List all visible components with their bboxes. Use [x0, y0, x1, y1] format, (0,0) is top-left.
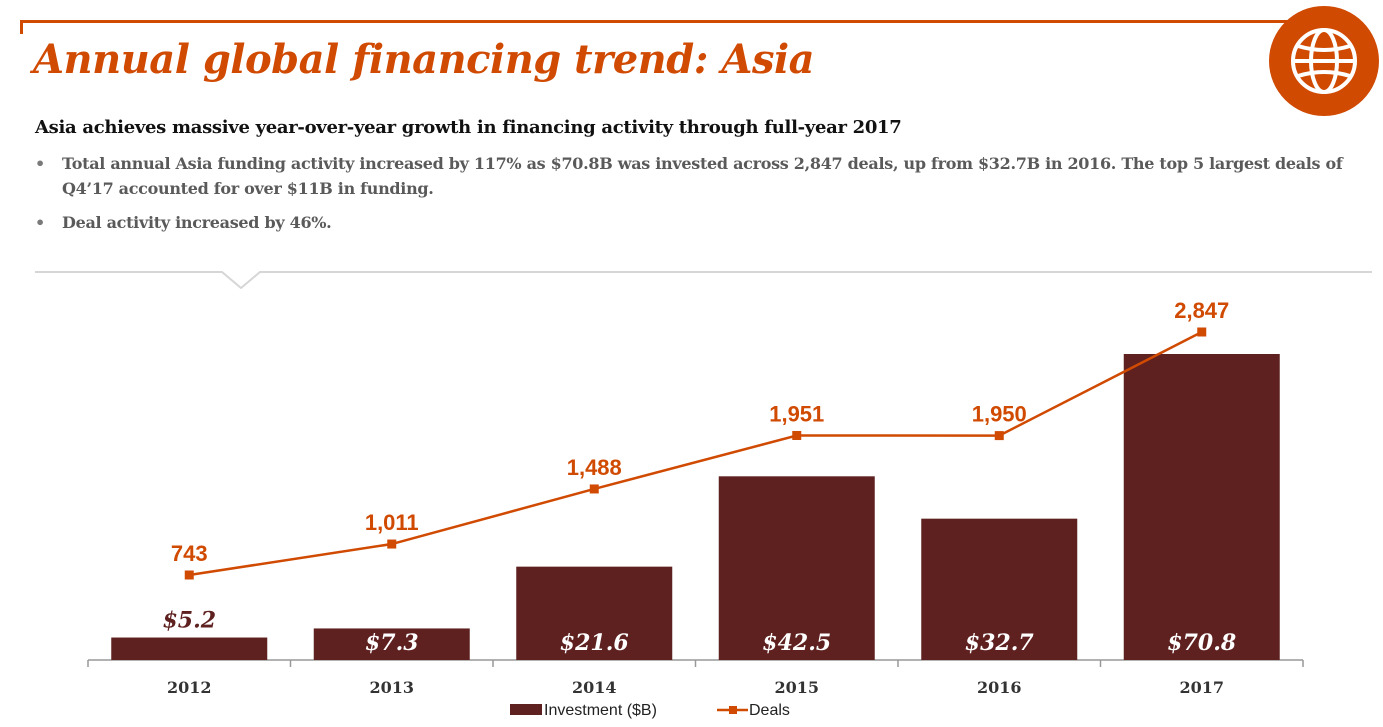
investment-bar [516, 566, 673, 660]
investment-value-label: $7.3 [365, 630, 419, 656]
summary-bullet: • Deal activity increased by 46%. [35, 213, 332, 232]
investment-value-label: $5.2 [162, 608, 216, 634]
investment-value-label: $21.6 [560, 630, 629, 656]
investment-bar [718, 476, 875, 660]
deals-point [994, 431, 1004, 441]
deals-value-label: 2,847 [1174, 298, 1229, 323]
deals-line [189, 330, 1203, 577]
investment-bar [1123, 354, 1280, 660]
legend-deals-marker [729, 706, 737, 714]
header-rule [20, 20, 1290, 23]
section-divider [35, 271, 1372, 290]
investment-value-label: $70.8 [1167, 630, 1236, 656]
investment-bar [111, 637, 268, 660]
summary-heading: Asia achieves massive year-over-year gro… [35, 117, 902, 138]
summary-bullets: • Total annual Asia funding activity incr… [35, 151, 1355, 244]
deals-value-label: 1,011 [365, 510, 419, 535]
investment-bar [921, 518, 1078, 660]
deals-value-label: 743 [171, 541, 208, 566]
deals-point [589, 484, 599, 494]
globe-icon [1269, 6, 1379, 116]
page-title: Annual global financing trend: Asia [33, 36, 815, 83]
deals-point [792, 430, 802, 440]
deals-point [387, 539, 397, 549]
investment-value-label: $42.5 [762, 630, 831, 656]
deals-value-label: 1,950 [972, 402, 1027, 427]
investment-bar [313, 628, 470, 660]
x-axis-year-label: 2017 [1179, 678, 1224, 697]
deals-point [1197, 327, 1207, 337]
summary-bullet-text: Deal activity increased by 46%. [62, 213, 332, 232]
legend-investment-label: Investment ($B) [544, 702, 657, 719]
investment-value-label: $32.7 [965, 630, 1035, 656]
x-axis-year-label: 2014 [572, 678, 617, 697]
summary-bullet-text: Total annual Asia funding activity incre… [62, 154, 1343, 198]
legend-investment-swatch [510, 704, 542, 715]
x-axis-year-label: 2015 [774, 678, 819, 697]
deals-value-label: 1,951 [769, 401, 824, 426]
x-axis-year-label: 2013 [369, 678, 414, 697]
summary-bullet: • Total annual Asia funding activity incr… [35, 154, 1343, 198]
deals-value-label: 1,488 [567, 455, 622, 480]
deals-point [184, 570, 194, 580]
legend-deals-label: Deals [749, 702, 790, 719]
x-axis-year-label: 2016 [977, 678, 1022, 697]
header-rule-tick [20, 20, 23, 34]
x-axis-year-label: 2012 [167, 678, 212, 697]
